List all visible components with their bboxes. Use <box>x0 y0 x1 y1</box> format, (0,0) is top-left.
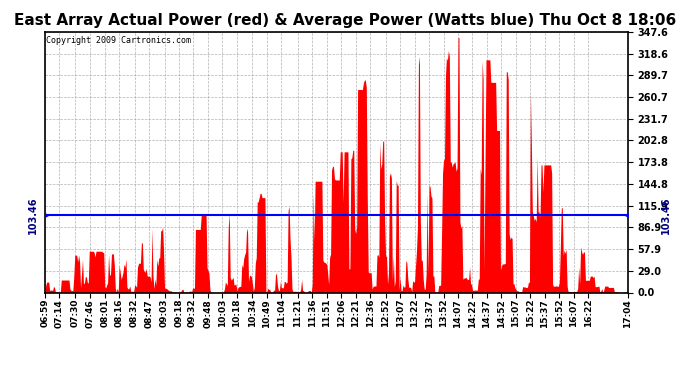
Text: 103.46: 103.46 <box>661 196 671 234</box>
Text: Copyright 2009 Cartronics.com: Copyright 2009 Cartronics.com <box>46 36 191 45</box>
Text: East Array Actual Power (red) & Average Power (Watts blue) Thu Oct 8 18:06: East Array Actual Power (red) & Average … <box>14 13 676 28</box>
Text: 103.46: 103.46 <box>28 196 38 234</box>
